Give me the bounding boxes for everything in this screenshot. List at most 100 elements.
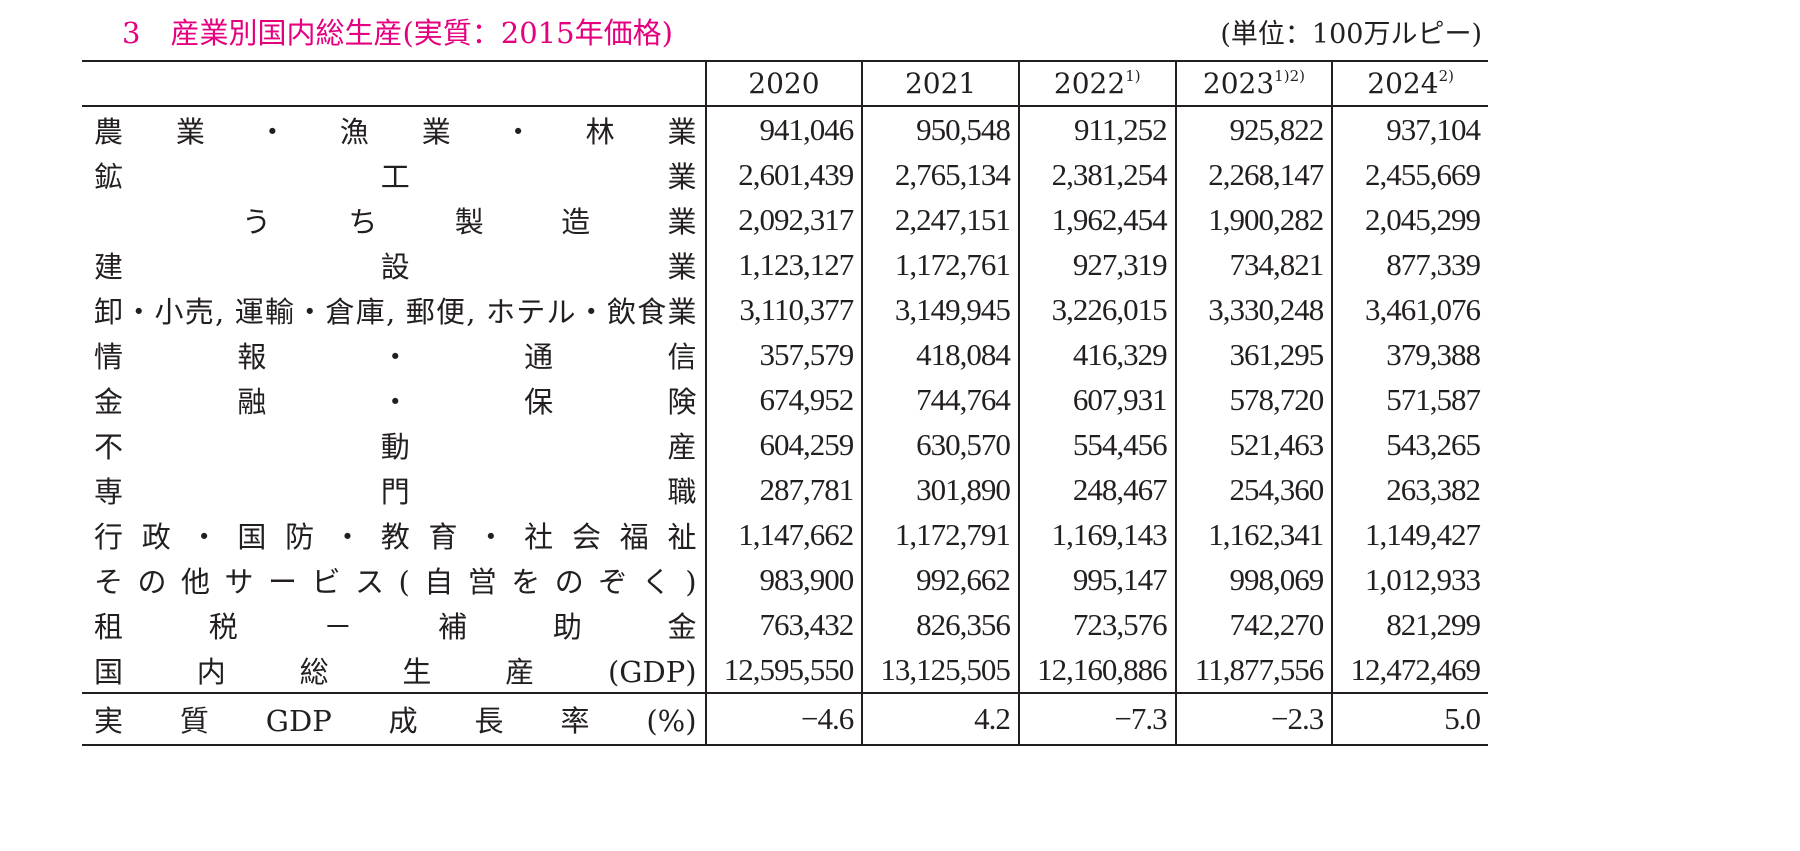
column-header: 2021 [861,60,1019,107]
column-header: 20231)2) [1174,60,1333,107]
header-row: 2020 2021 20221) 20231)2) 20242) [82,60,1488,107]
value-cell: 357,579 [704,332,863,377]
value-cell: 1,012,933 [1331,557,1488,602]
value-cell: 521,463 [1174,422,1333,467]
table-row: 情報・通信 357,579 418,084 416,329 361,295 379,388 [82,332,1488,377]
table-row: 鉱工業 2,601,439 2,765,134 2,381,254 2,268,147 2… [82,152,1488,197]
value-cell: 941,046 [704,106,863,152]
table-row: 農業・漁業・林業 941,046 950,548 911,252 925,822 937,… [82,106,1488,152]
value-cell: 674,952 [704,377,863,422]
value-cell: 911,252 [1017,106,1176,152]
row-label: 実質GDP成長率(%) [82,692,706,746]
column-header: 20242) [1331,60,1488,107]
value-cell: 361,295 [1174,332,1333,377]
value-cell: 937,104 [1331,106,1488,152]
value-cell: 2,092,317 [704,197,863,242]
value-cell: 604,259 [704,422,863,467]
row-label-text: 不動産 [94,429,697,464]
value-cell: 821,299 [1331,602,1488,647]
unit-label: (単位：100万ルピー) [1220,19,1482,50]
value-cell: 1,900,282 [1174,197,1333,242]
value-cell: 13,125,505 [861,647,1019,693]
value-cell: 3,110,377 [704,287,863,332]
value-cell: 763,432 [704,602,863,647]
table-row: 行政・国防・教育・社会福祉 1,147,662 1,172,791 1,169,143… [82,512,1488,557]
row-label: 専門職 [82,467,706,512]
value-cell: 998,069 [1174,557,1333,602]
value-cell: 287,781 [704,467,863,512]
value-cell: 995,147 [1017,557,1176,602]
row-label-text: 専門職 [94,474,697,509]
value-cell: 3,149,945 [861,287,1019,332]
row-label: 鉱工業 [82,152,706,197]
value-cell: −2.3 [1174,692,1333,746]
value-cell: 2,455,669 [1331,152,1488,197]
row-label-text: 国内総生産(GDP) [94,654,697,689]
value-cell: 2,381,254 [1017,152,1176,197]
value-cell: 992,662 [861,557,1019,602]
value-cell: 1,169,143 [1017,512,1176,557]
table-row: その他サービス(自営をのぞく) 983,900 992,662 995,147 998,… [82,557,1488,602]
value-cell: 1,162,341 [1174,512,1333,557]
value-cell: 554,456 [1017,422,1176,467]
row-label-text: 実質GDP成長率(%) [94,704,697,738]
value-cell: 12,595,550 [704,647,863,693]
value-cell: 3,330,248 [1174,287,1333,332]
value-cell: 416,329 [1017,332,1176,377]
value-cell: 543,265 [1331,422,1488,467]
value-cell: 983,900 [704,557,863,602]
row-label: その他サービス(自営をのぞく) [82,557,706,602]
value-cell: −4.6 [704,692,863,746]
value-cell: 630,570 [861,422,1019,467]
value-cell: 1,962,454 [1017,197,1176,242]
value-cell: 744,764 [861,377,1019,422]
value-cell: 578,720 [1174,377,1333,422]
table-row: 実質GDP成長率(%) −4.6 4.2 −7.3 −2.3 5.0 [82,692,1488,746]
row-label: 金融・保険 [82,377,706,422]
table-row: 卸・小売, 運輸・倉庫, 郵便, ホテル・飲食業 3,110,377 3,149,9… [82,287,1488,332]
value-cell: 379,388 [1331,332,1488,377]
value-cell: 12,472,469 [1331,647,1488,693]
table-row: 租税－補助金 763,432 826,356 723,576 742,270 821,29… [82,602,1488,647]
value-cell: 925,822 [1174,106,1333,152]
value-cell: 263,382 [1331,467,1488,512]
value-cell: 301,890 [861,467,1019,512]
row-label-text: 情報・通信 [94,339,697,374]
value-cell: 12,160,886 [1017,647,1176,693]
row-label-text: 行政・国防・教育・社会福祉 [94,519,697,554]
row-label-text: 農業・漁業・林業 [94,114,697,149]
row-label: 租税－補助金 [82,602,706,647]
value-cell: 11,877,556 [1174,647,1333,693]
value-cell: −7.3 [1017,692,1176,746]
table-title-text: 産業別国内総生産(実質：2015年価格) [170,16,673,50]
table-row: 国内総生産(GDP) 12,595,550 13,125,505 12,160,886… [82,647,1488,693]
row-label-text: その他サービス(自営をのぞく) [94,564,697,599]
table-row: 専門職 287,781 301,890 248,467 254,360 263,382 [82,467,1488,512]
value-cell: 1,123,127 [704,242,863,287]
header-corner [82,60,706,107]
value-cell: 571,587 [1331,377,1488,422]
value-cell: 2,601,439 [704,152,863,197]
value-cell: 877,339 [1331,242,1488,287]
row-label-text: 建設業 [94,249,697,284]
value-cell: 3,461,076 [1331,287,1488,332]
value-cell: 2,247,151 [861,197,1019,242]
row-label-text: 鉱工業 [94,159,697,194]
row-label-text: 租税－補助金 [94,609,697,644]
value-cell: 2,268,147 [1174,152,1333,197]
row-label: 国内総生産(GDP) [82,647,706,693]
value-cell: 418,084 [861,332,1019,377]
value-cell: 5.0 [1331,692,1488,746]
value-cell: 723,576 [1017,602,1176,647]
table-row: 金融・保険 674,952 744,764 607,931 578,720 571,587 [82,377,1488,422]
value-cell: 4.2 [861,692,1019,746]
table-number: 3 [122,16,141,50]
row-label-text: 卸・小売, 運輸・倉庫, 郵便, ホテル・飲食業 [94,294,697,329]
value-cell: 927,319 [1017,242,1176,287]
value-cell: 826,356 [861,602,1019,647]
value-cell: 1,149,427 [1331,512,1488,557]
table-row: 不動産 604,259 630,570 554,456 521,463 543,265 [82,422,1488,467]
value-cell: 2,045,299 [1331,197,1488,242]
row-label: 情報・通信 [82,332,706,377]
column-header: 20221) [1017,60,1176,107]
